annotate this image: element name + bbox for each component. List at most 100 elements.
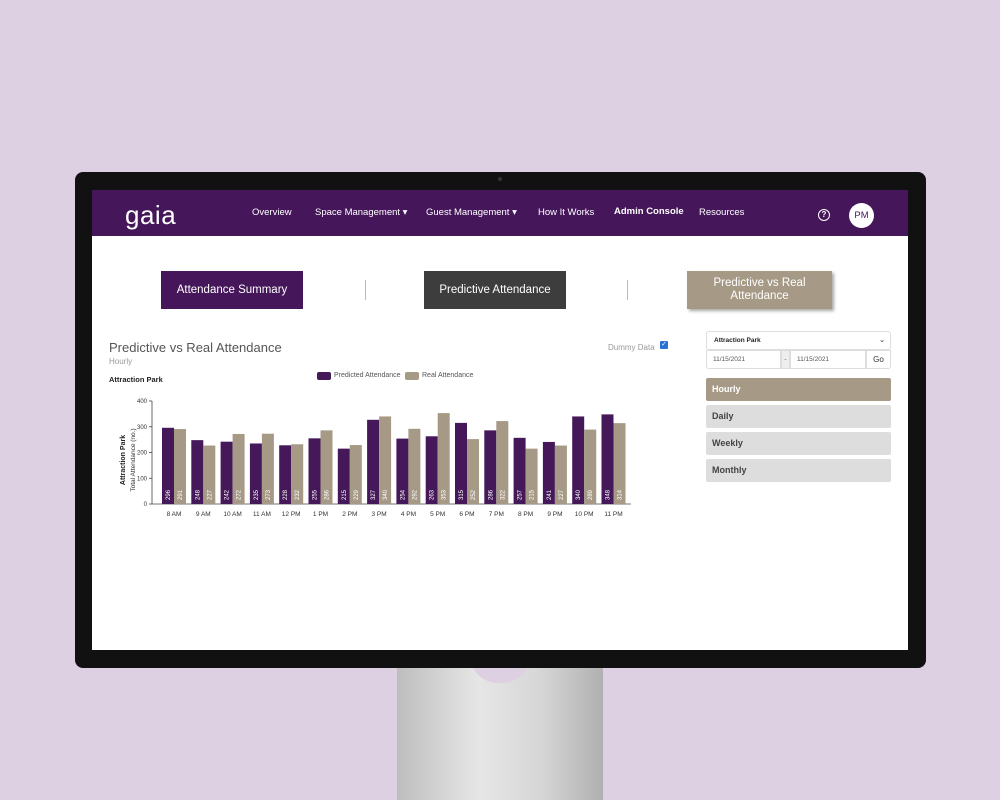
screen: gaia Overview Space Management ▾ Guest M… (92, 190, 908, 650)
y-tick-label: 400 (137, 399, 148, 405)
bar-real (584, 429, 597, 504)
bar-predicted (484, 430, 497, 504)
x-tick-label: 10 PM (575, 511, 594, 518)
bar-value-label: 257 (518, 489, 524, 500)
bar-predicted (513, 437, 526, 504)
bar-value-label: 255 (313, 489, 319, 500)
bar-value-label: 235 (254, 489, 260, 500)
legend-label-real: Real Attendance (422, 372, 474, 379)
location-select[interactable]: Attraction Park ⌄ (706, 331, 891, 350)
go-button[interactable]: Go (866, 350, 891, 369)
bar-value-label: 292 (412, 489, 418, 500)
x-tick-label: 9 PM (547, 511, 562, 518)
chevron-down-icon: ⌄ (879, 337, 885, 344)
bar-predicted (455, 422, 467, 504)
x-tick-label: 11 AM (253, 511, 271, 518)
x-tick-label: 5 PM (430, 511, 445, 518)
bar-value-label: 289 (588, 489, 594, 500)
bar-predicted (601, 414, 614, 504)
bar-real (261, 433, 274, 504)
y-tick-label: 0 (144, 502, 148, 508)
bar-real (203, 445, 216, 504)
x-tick-label: 9 AM (196, 511, 211, 518)
bar-value-label: 227 (207, 489, 213, 500)
bar-value-label: 242 (225, 489, 231, 500)
dummy-data-checkbox[interactable]: ✓ (660, 341, 668, 349)
bar-real (320, 430, 333, 504)
nav-overview[interactable]: Overview (252, 207, 292, 218)
bar-value-label: 215 (530, 489, 536, 500)
bar-predicted (308, 438, 321, 504)
location-value: Attraction Park (714, 337, 761, 344)
bar-real (613, 423, 626, 504)
legend-label-predicted: Predicted Attendance (334, 372, 401, 379)
bar-predicted (396, 438, 409, 504)
avatar[interactable]: PM (849, 203, 874, 228)
bar-value-label: 215 (342, 489, 348, 500)
bar-value-label: 348 (606, 489, 612, 500)
bar-value-label: 273 (266, 489, 272, 500)
nav-admin-console[interactable]: Admin Console (614, 206, 684, 217)
tab-attendance-summary[interactable]: Attendance Summary (161, 271, 303, 309)
y-tick-label: 300 (137, 425, 148, 431)
nav-resources[interactable]: Resources (699, 207, 745, 218)
option-monthly[interactable]: Monthly (706, 459, 891, 482)
x-tick-label: 12 PM (282, 511, 301, 518)
nav-how-it-works[interactable]: How It Works (538, 207, 595, 218)
bar-value-label: 291 (178, 489, 184, 500)
y-tick-label: 200 (137, 451, 148, 457)
y-axis-subtitle: Total Attendance (no.) (130, 428, 137, 491)
date-to-input[interactable]: 11/15/2021 (790, 350, 866, 369)
bar-value-label: 272 (237, 489, 243, 500)
bar-value-label: 241 (547, 489, 553, 500)
option-weekly[interactable]: Weekly (706, 432, 891, 455)
x-tick-label: 2 PM (342, 511, 357, 518)
bar-real (291, 444, 304, 504)
tab-predictive-attendance[interactable]: Predictive Attendance (424, 271, 566, 309)
bar-real (496, 421, 509, 504)
bar-value-label: 322 (500, 489, 506, 500)
help-icon[interactable]: ? (818, 209, 830, 221)
logo[interactable]: gaia (125, 200, 177, 230)
x-tick-label: 4 PM (401, 511, 416, 518)
nav-guest-management[interactable]: Guest Management ▾ (426, 207, 517, 218)
dummy-data-label: Dummy Data (608, 343, 655, 352)
y-tick-label: 100 (137, 476, 148, 482)
panel-subtitle: Hourly (109, 357, 133, 366)
bar-predicted (542, 441, 555, 504)
bar-predicted (162, 427, 174, 504)
option-daily[interactable]: Daily (706, 405, 891, 428)
bar-real (525, 448, 538, 504)
bar-real (467, 439, 479, 504)
bar-value-label: 252 (471, 489, 477, 500)
tab-predictive-vs-real[interactable]: Predictive vs Real Attendance (687, 271, 832, 309)
bar-value-label: 314 (618, 489, 624, 500)
bar-predicted (191, 440, 204, 504)
legend-swatch-predicted (317, 372, 331, 380)
bar-value-label: 254 (400, 489, 406, 500)
bar-value-label: 286 (325, 489, 331, 500)
bar-predicted (220, 441, 233, 504)
bar-value-label: 232 (295, 489, 301, 500)
bar-value-label: 353 (442, 489, 448, 500)
chart-park-label: Attraction Park (109, 375, 163, 384)
x-tick-label: 7 PM (489, 511, 504, 518)
option-hourly[interactable]: Hourly (706, 378, 891, 401)
bar-value-label: 315 (459, 489, 465, 500)
bar-value-label: 229 (354, 489, 360, 500)
bar-predicted (367, 419, 380, 504)
x-tick-label: 10 AM (223, 511, 241, 518)
bar-value-label: 296 (166, 489, 172, 500)
bar-predicted (279, 445, 292, 504)
date-from-input[interactable]: 11/15/2021 (706, 350, 781, 369)
x-tick-label: 8 AM (167, 511, 182, 518)
bar-real (554, 445, 567, 504)
x-tick-label: 11 PM (604, 511, 622, 518)
bar-value-label: 248 (195, 489, 201, 500)
y-axis-title: Attraction Park (120, 435, 127, 485)
nav-space-management[interactable]: Space Management ▾ (315, 207, 408, 218)
bar-real (408, 428, 421, 504)
x-tick-label: 8 PM (518, 511, 533, 518)
bar-predicted (337, 448, 350, 504)
bar-value-label: 227 (559, 489, 565, 500)
